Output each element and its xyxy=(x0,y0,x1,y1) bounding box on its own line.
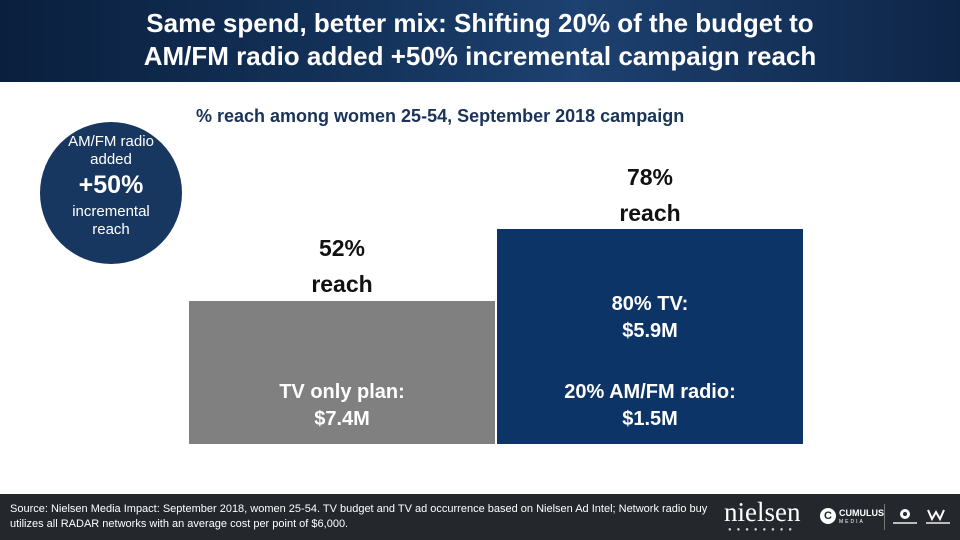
bar-2-reach-value: 78% xyxy=(626,164,674,190)
callout-line-1: AM/FM radio xyxy=(68,133,154,150)
bar-1-data-label: 52% reach xyxy=(189,230,495,302)
source-note: Source: Nielsen Media Impact: September … xyxy=(10,503,708,530)
bar-2-data-label: 78% reach xyxy=(497,159,803,231)
bar-2-radio-budget: $1.5M xyxy=(622,408,678,430)
title-banner: Same spend, better mix: Shifting 20% of … xyxy=(0,0,960,82)
bar-2-tv-label: 80% TV: $5.9M xyxy=(497,291,803,345)
title-line-2: AM/FM radio added +50% incremental campa… xyxy=(143,41,817,71)
bar-2-reach-word: reach xyxy=(619,200,681,226)
slide-title: Same spend, better mix: Shifting 20% of … xyxy=(0,7,960,73)
logo-divider xyxy=(884,504,885,530)
bar-2-tv-budget: $5.9M xyxy=(622,320,678,342)
cumulus-c-mark-icon: C xyxy=(820,508,836,524)
incremental-reach-callout: AM/FM radio added +50% incremental reach xyxy=(40,122,182,264)
cumulus-media-logo: C CUMULUS MEDIA xyxy=(820,505,884,529)
callout-big-number: +50% xyxy=(78,171,144,199)
bar-1-plan-name: TV only plan: xyxy=(279,381,405,403)
cumulus-radio-logo-icon xyxy=(893,509,917,524)
chart-title: % reach among women 25-54, September 201… xyxy=(196,106,685,126)
bar-2-tv-share: 80% TV: xyxy=(611,293,689,315)
bar-1-plan-budget: $7.4M xyxy=(314,408,370,430)
nielsen-logo: nielsen xyxy=(724,497,801,527)
bar-1-reach-value: 52% xyxy=(318,235,366,261)
bar-tv-plus-radio: 80% TV: $5.9M 20% AM/FM radio: $1.5M xyxy=(497,229,803,444)
bar-tv-only: TV only plan: $7.4M xyxy=(189,301,495,444)
cumulus-logo-subtext: MEDIA xyxy=(839,519,865,525)
bar-2-radio-share: 20% AM/FM radio: xyxy=(564,381,736,403)
title-line-1: Same spend, better mix: Shifting 20% of … xyxy=(146,8,814,38)
nielsen-logo-dots: ●●●●●●●● xyxy=(728,527,797,533)
cumulus-logo-text: CUMULUS xyxy=(839,508,884,518)
callout-line-4: reach xyxy=(92,221,130,238)
callout-line-3: incremental xyxy=(72,203,150,220)
footer-bar: Source: Nielsen Media Impact: September … xyxy=(0,494,960,540)
bar-2-radio-label: 20% AM/FM radio: $1.5M xyxy=(497,379,803,433)
bar-1-inside-label: TV only plan: $7.4M xyxy=(189,379,495,433)
bar-1-reach-word: reach xyxy=(311,271,373,297)
westwood-one-logo-icon xyxy=(926,509,950,524)
callout-line-2: added xyxy=(90,151,132,168)
